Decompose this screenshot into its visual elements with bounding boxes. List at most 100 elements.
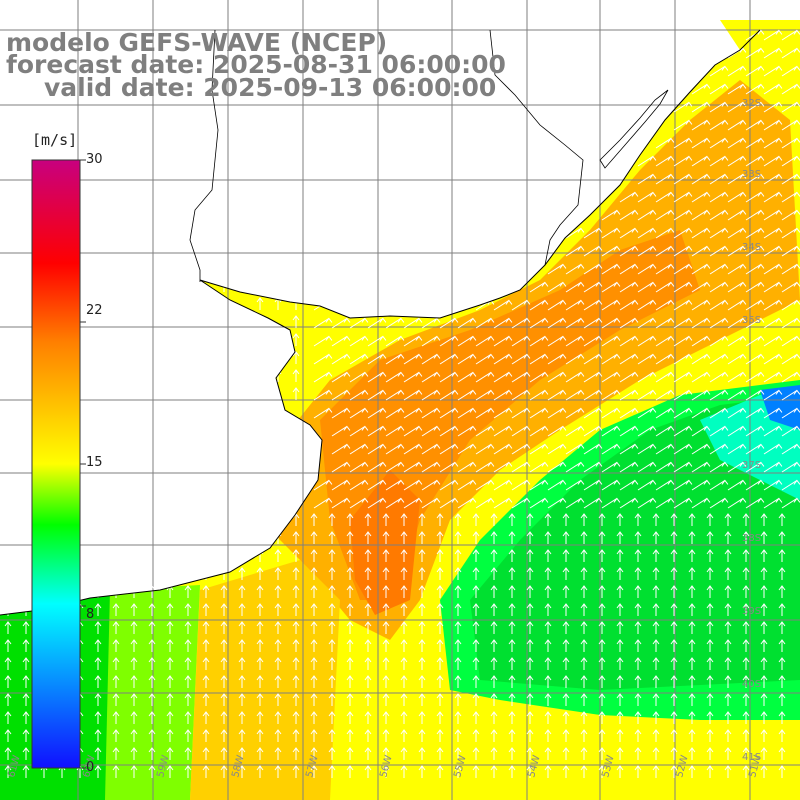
wind-arrow-head xyxy=(166,765,174,771)
wind-arrow-head xyxy=(613,407,621,413)
wind-arrow-head xyxy=(667,263,675,269)
wind-arrow-head xyxy=(400,657,408,663)
wind-arrow xyxy=(331,407,348,419)
wind-arrow-head xyxy=(292,531,300,537)
wind-arrow-head xyxy=(724,657,732,663)
wind-arrow-head xyxy=(703,461,711,467)
wind-arrow xyxy=(403,407,420,419)
wind-arrow xyxy=(385,335,402,347)
wind-arrow-head xyxy=(508,693,516,699)
wind-arrow xyxy=(691,299,708,311)
wind-arrow-head xyxy=(379,479,387,485)
wind-arrow-head xyxy=(94,765,102,771)
wind-arrow-head xyxy=(631,389,639,395)
wind-arrow xyxy=(691,83,708,95)
wind-arrow xyxy=(781,155,798,167)
wind-arrow xyxy=(601,479,618,491)
wind-arrow-head xyxy=(238,621,246,627)
wind-arrow xyxy=(781,119,798,131)
wind-arrow xyxy=(619,371,636,383)
wind-arrow-head xyxy=(721,461,729,467)
wind-arrow xyxy=(727,191,744,203)
wind-arrow xyxy=(493,407,510,419)
wind-arrow-head xyxy=(325,317,333,323)
wind-arrow-head xyxy=(562,585,570,591)
wind-arrow xyxy=(655,137,672,149)
wind-arrow-head xyxy=(238,585,246,591)
wind-arrow-head xyxy=(631,353,639,359)
wind-arrow-head xyxy=(757,407,765,413)
wind-arrow-head xyxy=(490,747,498,753)
wind-arrow xyxy=(439,407,456,419)
wind-arrow-head xyxy=(616,567,624,573)
wind-arrow xyxy=(367,389,384,401)
wind-arrow xyxy=(745,137,762,149)
wind-arrow-head xyxy=(793,371,800,377)
wind-arrow xyxy=(349,371,366,383)
wind-arrow xyxy=(709,407,726,419)
wind-arrow xyxy=(565,227,582,239)
wind-arrow-head xyxy=(508,603,516,609)
wind-arrow-head xyxy=(757,137,765,143)
wind-arrow xyxy=(673,227,690,239)
wind-arrow-head xyxy=(724,711,732,717)
wind-arrow xyxy=(367,443,384,455)
wind-arrow-head xyxy=(649,461,657,467)
wind-arrow-head xyxy=(274,675,282,681)
wind-arrow-head xyxy=(274,729,282,735)
wind-arrow-head xyxy=(793,443,800,449)
wind-arrow-head xyxy=(724,621,732,627)
wind-arrow-head xyxy=(166,621,174,627)
wind-arrow-head xyxy=(721,209,729,215)
wind-arrow-head xyxy=(364,513,372,519)
wind-arrow-head xyxy=(793,47,800,53)
wind-arrow-head xyxy=(670,549,678,555)
wind-arrow-head xyxy=(184,729,192,735)
wind-arrow-head xyxy=(721,281,729,287)
coastline xyxy=(0,29,761,616)
wind-arrow xyxy=(781,371,798,383)
wind-arrow xyxy=(673,299,690,311)
wind-arrow-head xyxy=(775,29,783,35)
wind-arrow-head xyxy=(793,335,800,341)
wind-arrow xyxy=(727,209,744,221)
wind-arrow-head xyxy=(631,443,639,449)
wind-arrow xyxy=(691,317,708,329)
wind-arrow-head xyxy=(685,245,693,251)
wind-arrow-head xyxy=(598,585,606,591)
wind-arrow xyxy=(745,335,762,347)
wind-arrow-head xyxy=(523,497,531,503)
wind-arrow xyxy=(547,407,564,419)
wind-arrow xyxy=(673,155,690,167)
wind-arrow-head xyxy=(112,747,120,753)
wind-arrow-head xyxy=(703,209,711,215)
wind-arrow-head xyxy=(94,639,102,645)
wind-arrow xyxy=(403,497,420,509)
wind-arrow xyxy=(709,245,726,257)
wind-arrow-head xyxy=(382,711,390,717)
wind-arrow-head xyxy=(256,297,264,303)
wind-arrow-head xyxy=(577,497,585,503)
wind-arrow xyxy=(781,101,798,113)
wind-arrow-head xyxy=(559,317,567,323)
wind-arrow xyxy=(493,299,510,311)
wind-arrow xyxy=(673,263,690,275)
wind-arrow-head xyxy=(634,747,642,753)
wind-arrow xyxy=(781,83,798,95)
wind-arrow xyxy=(763,389,780,401)
wind-arrow xyxy=(619,335,636,347)
wind-arrow xyxy=(727,173,744,185)
wind-arrow-head xyxy=(292,351,300,357)
wind-arrow xyxy=(781,443,798,455)
wind-arrow xyxy=(745,155,762,167)
wind-arrow-head xyxy=(346,765,354,771)
valid-date: valid date: 2025-09-13 06:00:00 xyxy=(44,73,497,102)
wind-arrow-head xyxy=(238,765,246,771)
wind-arrow-head xyxy=(652,567,660,573)
wind-arrow-head xyxy=(220,693,228,699)
wind-arrow-head xyxy=(220,621,228,627)
wind-arrow xyxy=(673,497,690,509)
wind-arrow-head xyxy=(505,425,513,431)
wind-arrow xyxy=(637,227,654,239)
wind-arrow-head xyxy=(130,639,138,645)
